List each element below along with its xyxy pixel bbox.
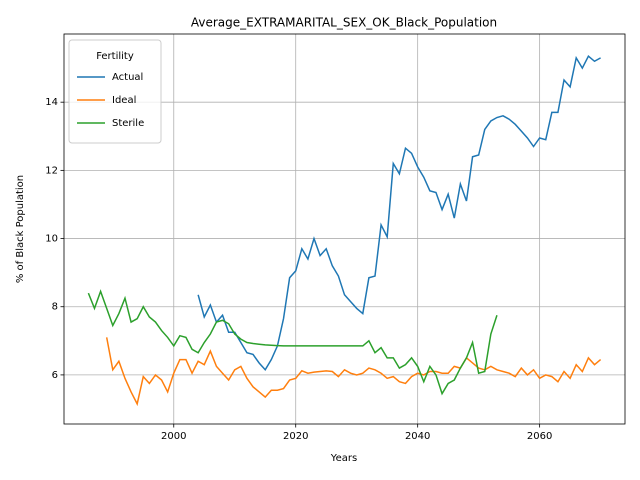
y-tick-label: 10 [45,234,58,245]
x-tick-label: 2040 [405,431,430,442]
line-series [197,54,601,372]
x-tick-label: 2060 [527,431,552,442]
y-tick-label: 8 [52,302,58,313]
y-axis-label: % of Black Population [15,175,26,283]
x-tick-label: 2000 [161,431,186,442]
legend-label: Sterile [112,118,144,129]
chart-title: Average_EXTRAMARITAL_SEX_OK_Black_Popula… [191,16,497,30]
line-series [87,289,498,396]
legend-label: Actual [112,72,143,83]
y-tick-label: 14 [45,97,58,108]
plot-frame [63,33,626,425]
y-tick-label: 12 [45,165,58,176]
x-tick-label: 2020 [283,431,308,442]
legend-label: Ideal [112,95,136,106]
line-series [105,337,602,407]
legend-box [68,39,162,144]
legend-title: Fertility [96,51,134,62]
x-axis-label: Years [330,453,357,464]
y-tick-label: 6 [52,370,58,381]
